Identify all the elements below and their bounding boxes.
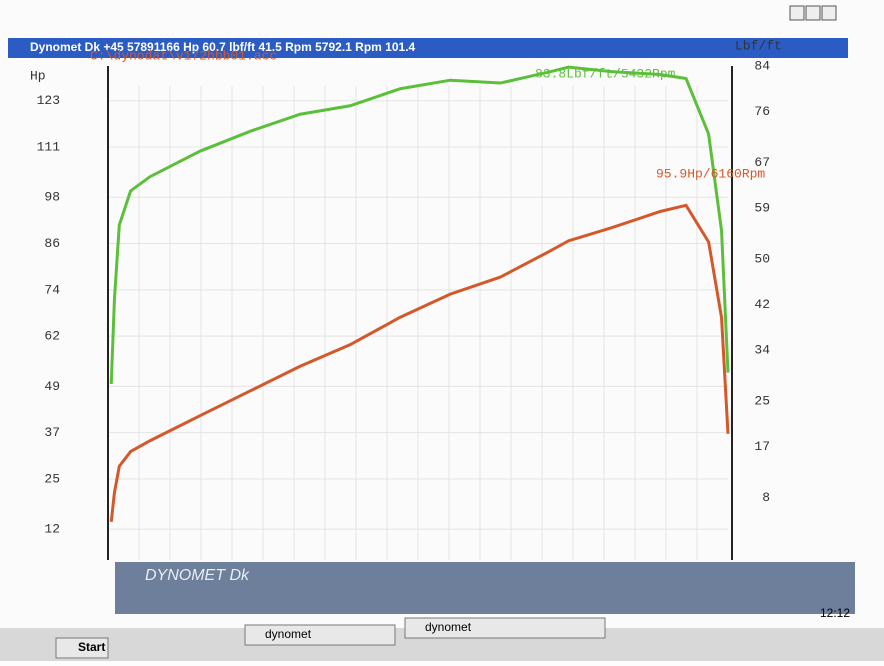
y2-tick-label: 8 — [762, 490, 770, 505]
clock: 12:12 — [820, 606, 850, 620]
y2-axis-title: Lbf/ft — [735, 38, 782, 53]
maximize-button[interactable] — [805, 5, 821, 21]
y-tick-label: 74 — [44, 282, 60, 297]
task-label: dynomet — [265, 627, 312, 641]
y-tick-label: 123 — [37, 93, 60, 108]
title-bar — [8, 38, 848, 58]
y2-tick-label: 67 — [754, 155, 770, 170]
y2-tick-label: 17 — [754, 439, 770, 454]
annotation: 95.9Hp/6160Rpm — [656, 166, 765, 181]
y2-tick-label: 59 — [754, 200, 770, 215]
y-tick-label: 86 — [44, 236, 60, 251]
banner — [115, 562, 855, 614]
minimize-button[interactable] — [789, 5, 805, 21]
y-tick-label: 12 — [44, 522, 60, 537]
series-line — [109, 203, 730, 522]
y-tick-label: 25 — [44, 471, 60, 486]
y-tick-label: 49 — [44, 379, 60, 394]
start-button[interactable] — [55, 637, 109, 659]
y-tick-label: 98 — [44, 190, 60, 205]
annotation: 83.8Lbf/ft/5432Rpm — [535, 66, 676, 81]
y-tick-label: 62 — [44, 329, 60, 344]
series-line — [109, 65, 730, 385]
start-label: Start — [78, 640, 105, 654]
y2-tick-label: 76 — [754, 104, 770, 119]
y2-tick-label: 34 — [754, 342, 770, 357]
plot: 12 25 37 49 62 74 86 98 111 123 8 17 25 34 42 50 59 67 76 8… — [37, 48, 770, 560]
y-axis-title: Hp — [30, 68, 46, 83]
close-button[interactable] — [821, 5, 837, 21]
y2-tick-label: 50 — [754, 251, 770, 266]
task-button[interactable] — [244, 624, 396, 646]
window-title: Dynomet Dk +45 57891166 Hp 60.7 lbf/ft 4… — [30, 40, 416, 54]
y-tick-label: 37 — [44, 425, 60, 440]
y-tick-label: 111 — [37, 139, 61, 154]
task-label: dynomet — [425, 620, 472, 634]
y2-tick-label: 84 — [754, 58, 770, 73]
y2-tick-label: 25 — [754, 393, 770, 408]
task-button[interactable] — [404, 617, 606, 639]
banner-text: DYNOMET Dk — [145, 567, 250, 584]
y2-tick-label: 42 — [754, 297, 770, 312]
annotation: C:\dynodat\v172hbb01.acc — [90, 48, 277, 63]
